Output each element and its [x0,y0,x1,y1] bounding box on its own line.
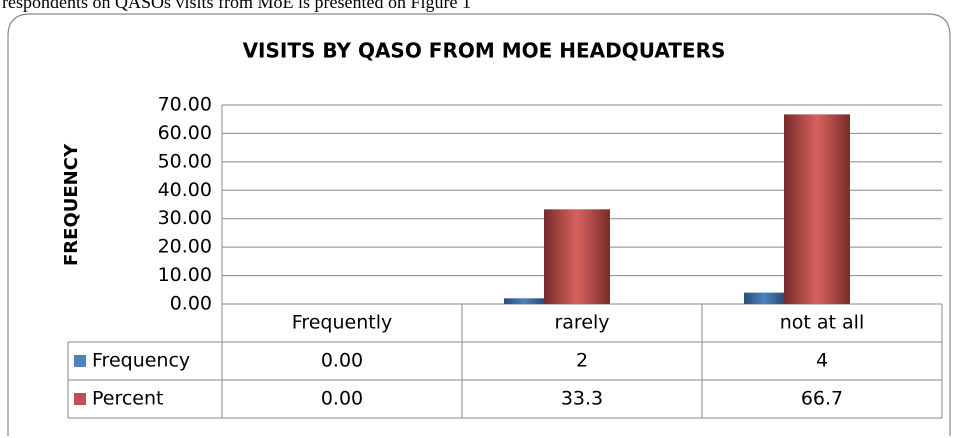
bar [784,114,850,304]
data-label: 4 [816,350,828,372]
bar [504,298,544,304]
y-tick-label: 70.00 [158,94,212,116]
chart-frame [7,13,951,436]
data-label: 33.3 [561,388,603,410]
data-label: 0.00 [321,388,363,410]
legend-swatch [74,355,86,367]
legend-label: Frequency [92,350,190,372]
bar [744,292,784,304]
bar [544,209,610,304]
data-label: 0.00 [321,350,363,372]
x-tick-label: rarely [554,312,609,334]
chart-title: VISITS BY QASO FROM MOE HEADQUATERS [243,39,726,63]
legend-swatch [74,393,86,405]
data-label: 66.7 [801,388,843,410]
y-tick-label: 50.00 [158,150,212,172]
data-label: 2 [576,350,588,372]
legend-label: Percent [92,388,164,410]
y-tick-label: 0.00 [170,293,212,315]
y-tick-label: 20.00 [158,236,212,258]
x-tick-label: Frequently [292,312,392,334]
y-tick-label: 40.00 [158,179,212,201]
y-tick-label: 60.00 [158,122,212,144]
y-tick-label: 10.00 [158,264,212,286]
y-axis-label: FREQUENCY [61,143,82,266]
x-tick-label: not at all [780,312,865,334]
y-tick-label: 30.00 [158,207,212,229]
caption: respondents on QASOs visits from MoE is … [2,0,471,12]
